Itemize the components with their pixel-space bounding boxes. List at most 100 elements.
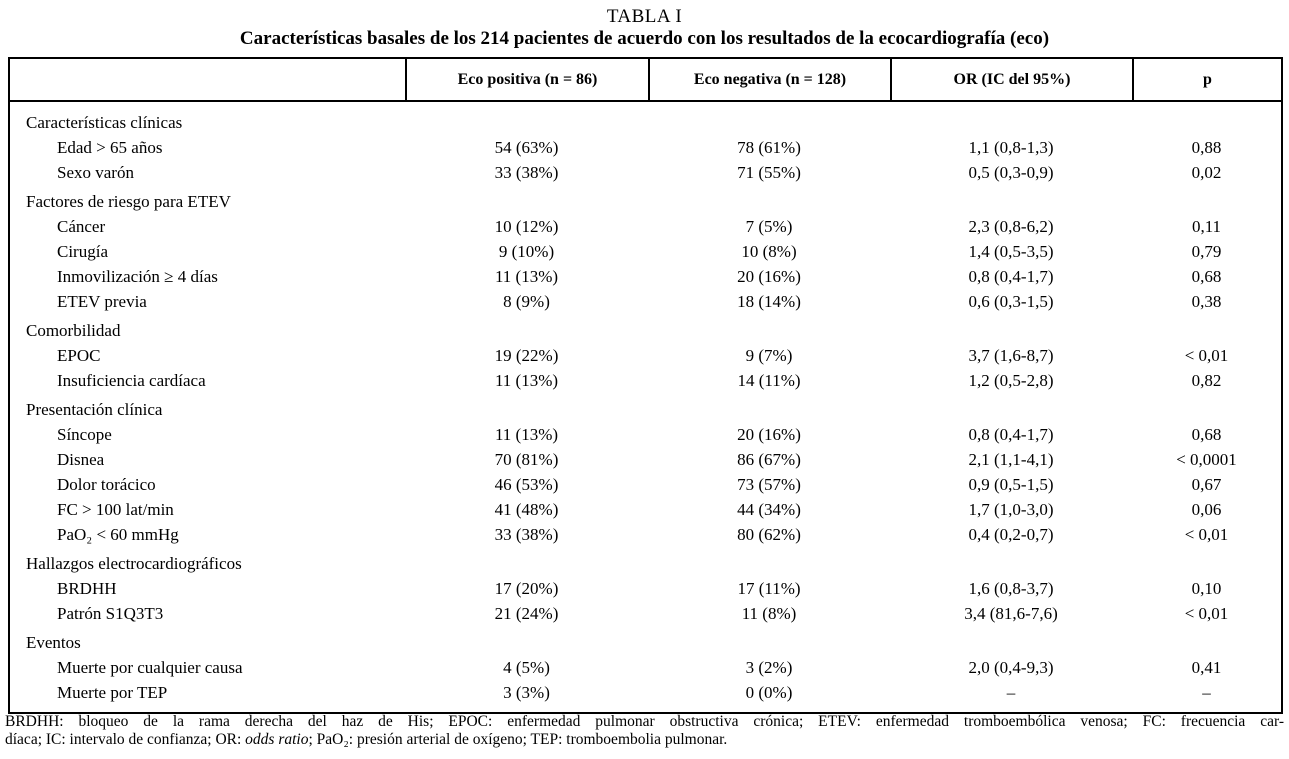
- col-header-characteristics: [10, 59, 405, 100]
- cell-p-value: 0,06: [1191, 500, 1222, 519]
- row-label: Insuficiencia cardíaca: [57, 371, 206, 390]
- section-header-row: Hallazgos electrocardiográficos: [10, 551, 1281, 576]
- cell-eco-negativa: 73 (57%): [737, 475, 801, 494]
- cell-p-value: 0,10: [1191, 579, 1222, 598]
- cell-eco-positiva: 33 (38%): [494, 163, 559, 182]
- cell-eco-negativa: 44 (34%): [737, 500, 801, 519]
- cell-eco-positiva: 41 (48%): [494, 500, 559, 519]
- table-body: Características clínicas Edad > 65 años 54…: [10, 102, 1281, 712]
- table-row: Inmovilización ≥ 4 días 11 (13%) 20 (16%) 0…: [10, 264, 1281, 289]
- cell-p-value: < 0,0001: [1176, 450, 1237, 469]
- cell-odds-ratio: 0,8 (0,4-1,7): [968, 425, 1054, 444]
- cell-eco-positiva: 33 (38%): [494, 525, 559, 544]
- table-row: EPOC 19 (22%) 9 (7%) 3,7 (1,6-8,7) < 0,01: [10, 343, 1281, 368]
- section-label: Factores de riesgo para ETEV: [26, 192, 231, 211]
- cell-eco-positiva: 11 (13%): [494, 267, 559, 286]
- cell-odds-ratio: 2,0 (0,4-9,3): [968, 658, 1054, 677]
- col-header-or-ic: OR (IC del 95%): [890, 59, 1132, 100]
- row-label: Dolor torácico: [57, 475, 156, 494]
- table-subtitle: Características basales de los 214 pacie…: [239, 28, 1050, 49]
- cell-eco-negativa: 78 (61%): [737, 138, 801, 157]
- cell-eco-positiva: 19 (22%): [494, 346, 559, 365]
- section-header-row: Presentación clínica: [10, 397, 1281, 422]
- cell-odds-ratio: 1,7 (1,0-3,0): [968, 500, 1054, 519]
- cell-p-value: 0,41: [1191, 658, 1222, 677]
- footnote-segment: ; PaO₂: presión arterial de oxígeno; TEP…: [308, 730, 728, 748]
- col-header-eco-positiva: Eco positiva (n = 86): [405, 59, 648, 100]
- table-row: Dolor torácico 46 (53%) 73 (57%) 0,9 (0,5-1…: [10, 472, 1281, 497]
- cell-eco-positiva: 8 (9%): [503, 292, 550, 311]
- table-row: Edad > 65 años 54 (63%) 78 (61%) 1,1 (0,8-1…: [10, 135, 1281, 160]
- table-row: Muerte por cualquier causa 4 (5%) 3 (2%) 2,…: [10, 655, 1281, 680]
- footnote-italic-segment: odds ratio: [245, 730, 309, 748]
- cell-odds-ratio: 2,1 (1,1-4,1): [968, 450, 1054, 469]
- abbreviations-footnote: BRDHH: bloqueo de la rama derecha del ha…: [5, 713, 1284, 748]
- section-header-row: Comorbilidad: [10, 318, 1281, 343]
- section-header-row: Eventos: [10, 630, 1281, 655]
- footnote-segment: díaca; IC: intervalo de confianza; OR:: [5, 730, 246, 748]
- row-label: Cáncer: [57, 217, 106, 236]
- cell-p-value: < 0,01: [1184, 346, 1229, 365]
- row-label: PaO₂ < 60 mmHg: [57, 525, 179, 544]
- cell-eco-positiva: 4 (5%): [503, 658, 550, 677]
- cell-eco-positiva: 11 (13%): [494, 371, 559, 390]
- table-row: BRDHH 17 (20%) 17 (11%) 1,6 (0,8-3,7) 0,10: [10, 576, 1281, 601]
- cell-p-value: 0,38: [1191, 292, 1222, 311]
- cell-eco-negativa: 11 (8%): [741, 604, 797, 623]
- cell-odds-ratio: 0,5 (0,3-0,9): [968, 163, 1054, 182]
- cell-odds-ratio: 1,1 (0,8-1,3): [968, 138, 1054, 157]
- cell-eco-positiva: 9 (10%): [498, 242, 555, 261]
- row-label: Inmovilización ≥ 4 días: [57, 267, 218, 286]
- cell-eco-negativa: 10 (8%): [741, 242, 797, 261]
- cell-odds-ratio: 1,2 (0,5-2,8): [968, 371, 1054, 390]
- cell-p-value: 0,02: [1191, 163, 1222, 182]
- cell-odds-ratio: 0,6 (0,3-1,5): [968, 292, 1054, 311]
- cell-p-value: 0,68: [1191, 425, 1222, 444]
- table-number-title: TABLA I: [606, 6, 683, 27]
- cell-eco-positiva: 21 (24%): [494, 604, 559, 623]
- table-row: PaO₂ < 60 mmHg 33 (38%) 80 (62%) 0,4 (0,2-0…: [10, 522, 1281, 547]
- cell-odds-ratio: 2,3 (0,8-6,2): [968, 217, 1054, 236]
- table-row: Cirugía 9 (10%) 10 (8%) 1,4 (0,5-3,5) 0,79: [10, 239, 1281, 264]
- cell-p-value: 0,67: [1191, 475, 1222, 494]
- cell-odds-ratio: 0,9 (0,5-1,5): [968, 475, 1054, 494]
- row-label: Muerte por TEP: [57, 683, 168, 702]
- table-row: Sexo varón 33 (38%) 71 (55%) 0,5 (0,3-0,9) 0…: [10, 160, 1281, 185]
- section-header-row: Factores de riesgo para ETEV: [10, 189, 1281, 214]
- cell-odds-ratio: 0,4 (0,2-0,7): [968, 525, 1054, 544]
- cell-odds-ratio: 1,4 (0,5-3,5): [968, 242, 1054, 261]
- cell-p-value: 0,79: [1191, 242, 1222, 261]
- footnote-line-1: BRDHH: bloqueo de la rama derecha del ha…: [5, 713, 1284, 731]
- row-label: Síncope: [57, 425, 112, 444]
- cell-p-value: 0,68: [1191, 267, 1222, 286]
- section-label: Eventos: [26, 633, 81, 652]
- cell-eco-negativa: 9 (7%): [745, 346, 793, 365]
- cell-eco-positiva: 3 (3%): [503, 683, 550, 702]
- cell-eco-positiva: 70 (81%): [494, 450, 559, 469]
- section-label: Presentación clínica: [26, 400, 163, 419]
- cell-p-value: 0,11: [1191, 217, 1222, 236]
- baseline-characteristics-table: Eco positiva (n = 86) Eco negativa (n = …: [8, 57, 1283, 714]
- row-label: Cirugía: [57, 242, 108, 261]
- table-row: ETEV previa 8 (9%) 18 (14%) 0,6 (0,3-1,5) 0,…: [10, 289, 1281, 314]
- cell-eco-negativa: 14 (11%): [737, 371, 801, 390]
- row-label: ETEV previa: [57, 292, 147, 311]
- cell-odds-ratio: 0,8 (0,4-1,7): [968, 267, 1054, 286]
- cell-eco-positiva: 11 (13%): [494, 425, 559, 444]
- cell-p-value: 0,82: [1191, 371, 1222, 390]
- cell-eco-negativa: 20 (16%): [737, 425, 801, 444]
- row-label: BRDHH: [57, 579, 117, 598]
- row-label: EPOC: [57, 346, 101, 365]
- table-row: Insuficiencia cardíaca 11 (13%) 14 (11%) 1,…: [10, 368, 1281, 393]
- row-label: Sexo varón: [57, 163, 134, 182]
- cell-eco-positiva: 10 (12%): [494, 217, 559, 236]
- row-label: Edad > 65 años: [57, 138, 163, 157]
- cell-eco-negativa: 86 (67%): [737, 450, 801, 469]
- section-header-row: Características clínicas: [10, 110, 1281, 135]
- footnote-segment: BRDHH: bloqueo de la rama derecha del ha…: [5, 713, 1284, 730]
- cell-eco-negativa: 7 (5%): [745, 217, 793, 236]
- cell-p-value: 0,88: [1191, 138, 1222, 157]
- cell-odds-ratio: 3,7 (1,6-8,7): [968, 346, 1054, 365]
- table-row: Disnea 70 (81%) 86 (67%) 2,1 (1,1-4,1) < 0,0…: [10, 447, 1281, 472]
- table-row: Patrón S1Q3T3 21 (24%) 11 (8%) 3,4 (81,6-7,…: [10, 601, 1281, 626]
